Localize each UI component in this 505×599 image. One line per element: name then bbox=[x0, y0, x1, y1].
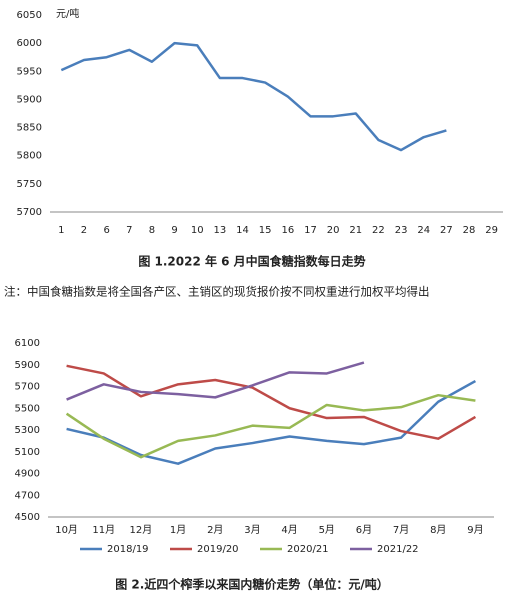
x-tick-label: 28 bbox=[463, 225, 476, 236]
x-tick-label: 8月 bbox=[430, 524, 446, 536]
x-tick-label: 1 bbox=[58, 225, 64, 236]
legend-label: 2021/22 bbox=[377, 544, 419, 555]
legend-label: 2018/19 bbox=[107, 544, 149, 555]
x-tick-label: 11月 bbox=[92, 524, 115, 536]
series-line bbox=[66, 364, 477, 440]
y-tick-label: 4500 bbox=[15, 512, 40, 523]
x-tick-label: 20 bbox=[327, 225, 340, 236]
note: 注：中国食糖指数是将全国各产区、主销区的现货报价按不同权重进行加权平均得出 bbox=[4, 285, 430, 299]
x-tick-label: 6月 bbox=[356, 524, 372, 536]
x-tick-label: 14 bbox=[236, 225, 249, 236]
x-tick-label: 22 bbox=[372, 225, 385, 236]
x-tick-label: 21 bbox=[349, 225, 362, 236]
y-unit: 元/吨 bbox=[56, 7, 79, 20]
x-tick-label: 1月 bbox=[170, 524, 186, 536]
x-tick-label: 7月 bbox=[393, 524, 409, 536]
x-tick-label: 4月 bbox=[281, 524, 297, 536]
x-tick-label: 12月 bbox=[130, 524, 153, 536]
series-line bbox=[66, 361, 365, 401]
legend-label: 2019/20 bbox=[197, 544, 239, 555]
y-tick-label: 6000 bbox=[17, 38, 42, 49]
y-tick-label: 5950 bbox=[17, 66, 42, 77]
y-tick-label: 4900 bbox=[15, 469, 40, 480]
x-tick-label: 15 bbox=[259, 225, 272, 236]
y-tick-label: 5500 bbox=[15, 403, 40, 414]
y-tick-label: 5800 bbox=[17, 151, 42, 162]
x-tick-label: 24 bbox=[417, 225, 430, 236]
y-tick-label: 5750 bbox=[17, 179, 42, 190]
x-tick-label: 5月 bbox=[319, 524, 335, 536]
y-tick-label: 5100 bbox=[15, 447, 40, 458]
x-tick-label: 16 bbox=[281, 225, 294, 236]
y-tick-label: 6100 bbox=[15, 338, 40, 349]
y-tick-label: 4700 bbox=[15, 490, 40, 501]
chart-title: 图 2.近四个榨季以来国内糖价走势（单位：元/吨） bbox=[115, 577, 388, 592]
y-tick-label: 5700 bbox=[17, 207, 42, 218]
x-tick-label: 8 bbox=[149, 225, 155, 236]
y-tick-label: 5900 bbox=[15, 360, 40, 371]
x-tick-label: 10月 bbox=[55, 524, 78, 536]
y-tick-label: 6050 bbox=[17, 10, 42, 21]
x-tick-label: 3月 bbox=[244, 524, 260, 536]
x-tick-label: 9月 bbox=[467, 524, 483, 536]
legend-label: 2020/21 bbox=[287, 544, 329, 555]
y-tick-label: 5700 bbox=[15, 382, 40, 393]
chart-title: 图 1.2022 年 6 月中国食糖指数每日走势 bbox=[138, 254, 365, 269]
x-tick-label: 17 bbox=[304, 225, 317, 236]
y-tick-label: 5850 bbox=[17, 123, 42, 134]
y-tick-label: 5900 bbox=[17, 94, 42, 105]
x-tick-label: 7 bbox=[126, 225, 132, 236]
x-tick-label: 27 bbox=[440, 225, 453, 236]
y-tick-label: 5300 bbox=[15, 425, 40, 436]
x-tick-label: 6 bbox=[103, 225, 109, 236]
x-tick-label: 29 bbox=[485, 225, 498, 236]
series-line bbox=[60, 41, 447, 152]
x-tick-label: 2 bbox=[81, 225, 87, 236]
x-tick-label: 13 bbox=[214, 225, 227, 236]
x-tick-label: 2月 bbox=[207, 524, 223, 536]
series-line bbox=[65, 393, 476, 459]
x-tick-label: 23 bbox=[395, 225, 408, 236]
x-tick-label: 9 bbox=[171, 225, 177, 236]
x-tick-label: 10 bbox=[191, 225, 204, 236]
